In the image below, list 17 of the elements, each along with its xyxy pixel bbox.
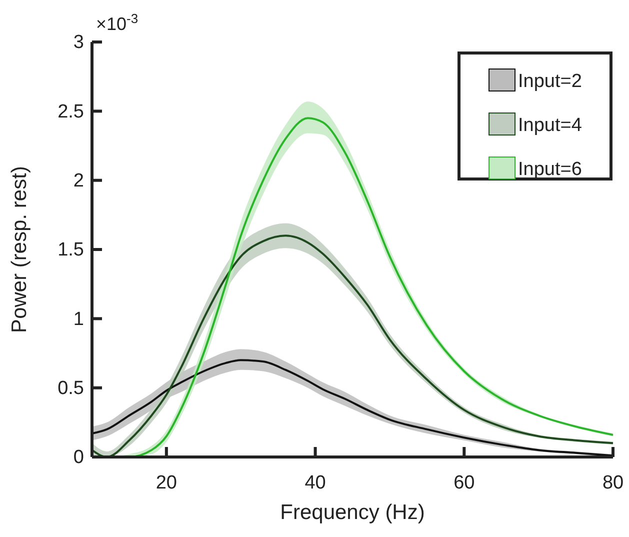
y-tick-label: 3 [73, 32, 84, 54]
x-axis-title: Frequency (Hz) [280, 501, 425, 524]
y-tick-label: 2 [73, 170, 84, 192]
text: ×10$^{-3}$ [96, 10, 138, 34]
legend-label: Input=6 [518, 159, 582, 180]
y-tick-label: 0 [73, 447, 84, 468]
x-tick-label: 60 [454, 472, 475, 494]
x-tick-label: 20 [156, 472, 177, 494]
y-tick-label: 0.5 [58, 378, 84, 399]
y-tick-label: 2.5 [58, 101, 84, 122]
legend-label: Input=4 [518, 115, 582, 136]
x-tick-label: 80 [602, 472, 624, 494]
legend-label: Input=2 [518, 71, 582, 92]
y-tick-label: 1.5 [58, 240, 84, 261]
y-tick-label: 1 [73, 308, 84, 330]
y-axis-title: Power (resp. rest) [8, 166, 31, 333]
x-tick-label: 40 [304, 472, 326, 494]
